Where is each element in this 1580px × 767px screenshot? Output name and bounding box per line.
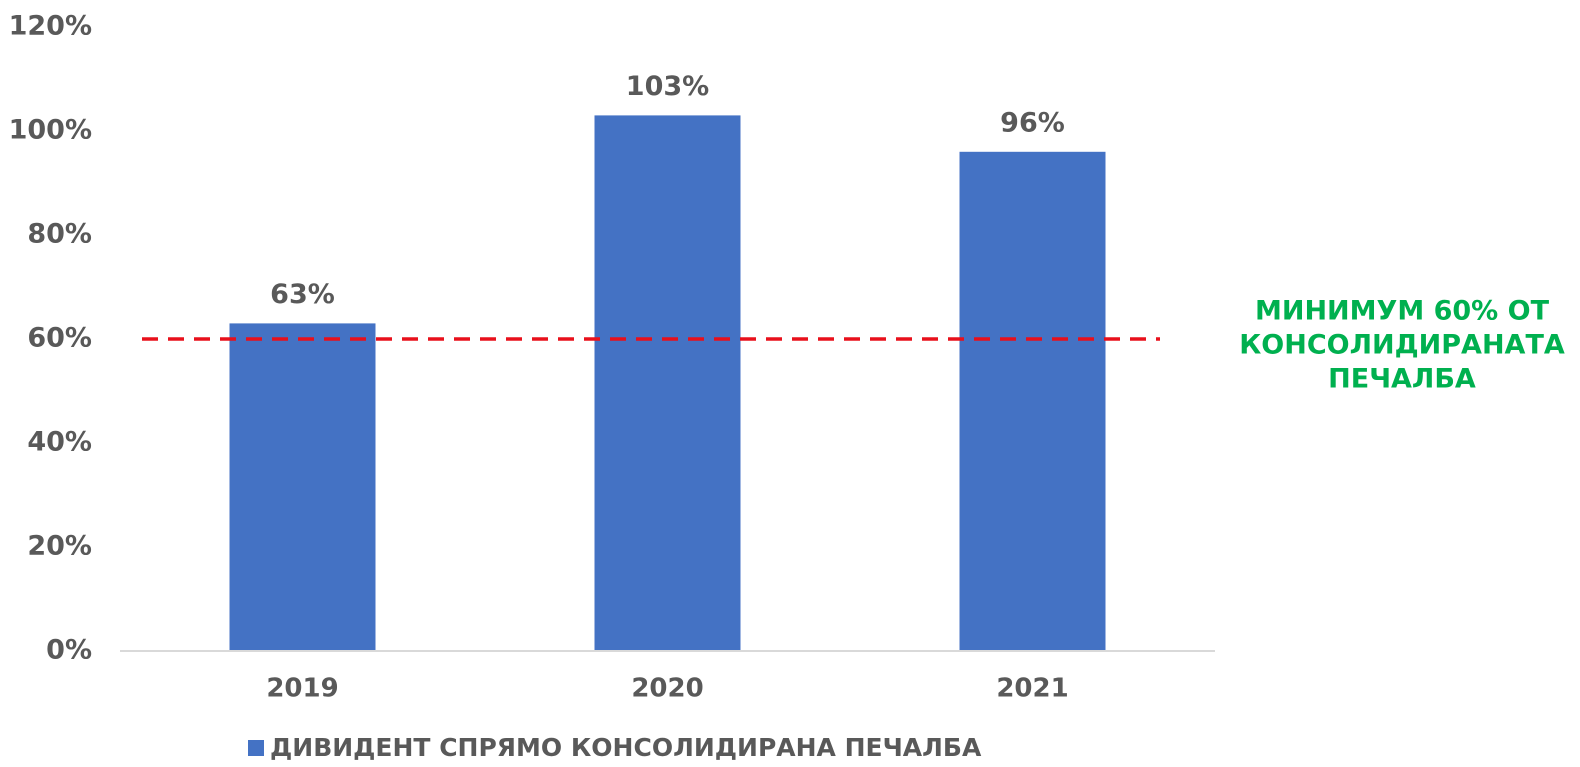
y-tick-label: 40%: [27, 427, 92, 458]
y-tick-label: 120%: [9, 11, 92, 42]
legend-swatch: [248, 740, 264, 756]
y-tick-label: 60%: [27, 323, 92, 354]
bar: [229, 323, 376, 651]
x-tick-label: 2020: [631, 674, 703, 704]
y-tick-label: 100%: [9, 115, 92, 146]
data-label: 63%: [270, 279, 335, 310]
annotation-text: МИНИМУМ 60% ОТ: [1255, 296, 1550, 327]
annotation-text: ПЕЧАЛБА: [1328, 364, 1476, 395]
y-tick-label: 80%: [27, 219, 92, 250]
data-label: 103%: [626, 71, 709, 102]
data-label: 96%: [1000, 107, 1065, 138]
y-tick-label: 20%: [27, 531, 92, 562]
x-tick-label: 2019: [266, 674, 338, 704]
annotation-text: КОНСОЛИДИРАНАТА: [1239, 330, 1565, 361]
y-tick-label: 0%: [46, 635, 92, 666]
x-tick-label: 2021: [996, 674, 1068, 704]
legend-label: ДИВИДЕНТ СПРЯМО КОНСОЛИДИРАНА ПЕЧАЛБА: [270, 733, 982, 762]
bar: [959, 151, 1106, 652]
bar: [594, 115, 741, 651]
